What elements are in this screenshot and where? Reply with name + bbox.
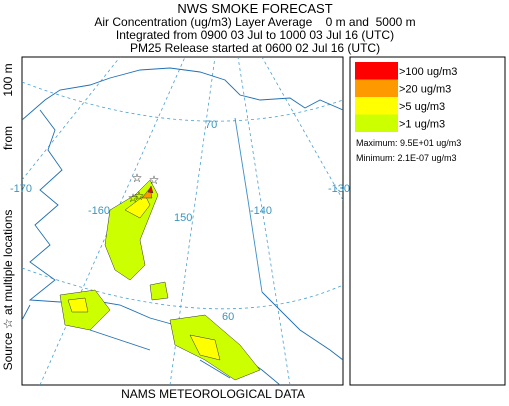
smoke <box>59 179 261 381</box>
subtitle: PM25 Release started at 0600 02 Jul 16 (… <box>130 41 380 55</box>
border <box>234 117 263 293</box>
star: ☆ <box>132 171 143 185</box>
source-label: Source ☆ at multiple locations <box>1 210 15 371</box>
legend-swatch <box>355 97 398 115</box>
legend-maximum: Maximum: 9.5E+01 ug/m3 <box>356 138 461 148</box>
legend-swatch <box>355 79 398 97</box>
coastline <box>22 67 343 121</box>
source-height: 100 m <box>1 63 15 96</box>
lon-line <box>237 57 291 385</box>
star: ☆ <box>134 189 145 203</box>
footer: NAMS METEOROLOGICAL DATA <box>121 387 305 401</box>
smoke-area <box>189 334 221 361</box>
legend-swatch <box>355 114 398 132</box>
star: ☆ <box>149 173 160 187</box>
subtitle: Air Concentration (ug/m3) Layer Average … <box>94 15 415 29</box>
lon-line <box>22 57 121 181</box>
smoke-area <box>147 185 154 194</box>
lon-label: -170 <box>10 183 32 195</box>
smoke-area <box>67 297 89 313</box>
star: ☆ <box>128 191 139 205</box>
lon-label: -160 <box>88 205 110 217</box>
lon-label: -130 <box>328 183 350 195</box>
legend-label: >20 ug/m3 <box>399 84 451 96</box>
lon-label: 150 <box>174 212 192 224</box>
legend-label: >5 ug/m3 <box>399 101 445 113</box>
coastline <box>261 291 343 361</box>
lat-line <box>22 81 343 122</box>
source-stars: ☆ ☆ ☆ ☆ <box>128 171 160 205</box>
legend-label: >100 ug/m3 <box>399 66 457 78</box>
source-from: from <box>1 126 15 150</box>
smoke-area <box>124 194 151 219</box>
lat-label: 70 <box>205 119 217 131</box>
legend-label: >1 ug/m3 <box>399 119 445 131</box>
legend-minimum: Minimum: 2.1E-07 ug/m3 <box>356 153 457 163</box>
legend: Maximum: 9.5E+01 ug/m3 Minimum: 2.1E-07 … <box>349 56 506 386</box>
subtitle: Integrated from 0900 03 Jul to 1000 03 J… <box>116 28 394 42</box>
title: NWS SMOKE FORECAST <box>177 1 332 16</box>
lat-label: 60 <box>222 311 234 323</box>
legend-swatch <box>355 62 398 80</box>
map: ☆ ☆ ☆ ☆ -170 -160 150 -140 -130 70 60 <box>10 56 350 386</box>
lon-label: -140 <box>250 205 272 217</box>
coastline <box>22 304 231 379</box>
smoke-area <box>149 281 169 301</box>
